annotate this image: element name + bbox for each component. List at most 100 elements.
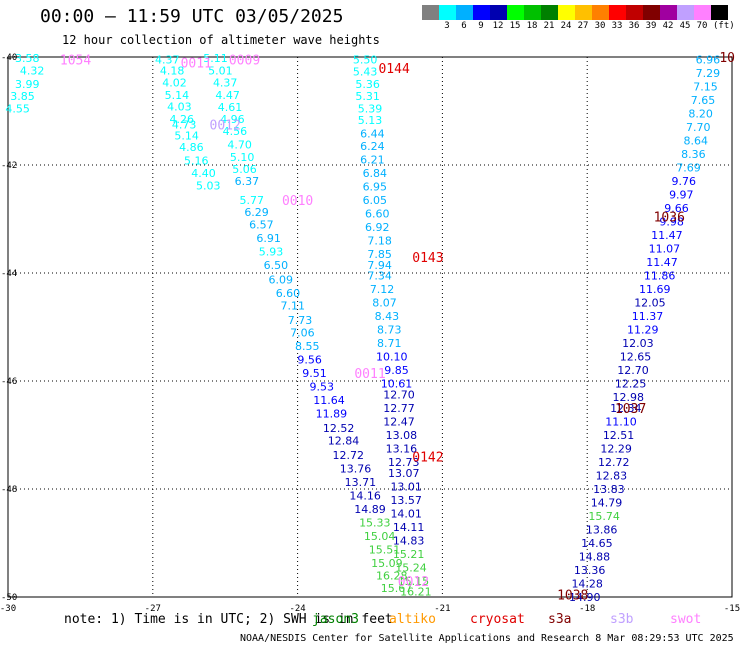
- wave-height-point: 6.96: [696, 54, 721, 67]
- wave-height-point: 5.11: [203, 52, 228, 65]
- wave-height-point: 5.31: [355, 90, 380, 103]
- wave-height-point: 4.47: [215, 89, 240, 102]
- wave-height-point: 12.72: [598, 456, 630, 469]
- wave-height-point: 7.34: [367, 270, 392, 283]
- wave-height-point: 7.70: [686, 121, 711, 134]
- wave-height-point: 9.66: [664, 202, 689, 215]
- legend-swatch: [439, 5, 456, 20]
- wave-height-point: 6.09: [268, 273, 293, 286]
- pass-time-label: 0012: [210, 119, 241, 134]
- legend-swatch: [473, 5, 490, 20]
- wave-height-point: 11.10: [605, 416, 637, 429]
- wave-height-point: 3.99: [15, 78, 40, 91]
- wave-height-point: 12.25: [615, 378, 647, 391]
- wave-height-point: 12.52: [323, 422, 355, 435]
- wave-height-point: 4.61: [218, 101, 243, 114]
- wave-height-point: 8.43: [375, 310, 400, 323]
- wave-height-point: 16.21: [400, 586, 432, 599]
- wave-height-point: 9.53: [309, 380, 334, 393]
- legend-swatch: [677, 5, 694, 20]
- legend-swatch: [609, 5, 626, 20]
- pass-time-label: 0010: [282, 194, 313, 209]
- wave-height-point: 4.55: [5, 102, 30, 115]
- x-tick-label: -30: [0, 604, 16, 614]
- pass-time-label: 1037: [615, 402, 646, 417]
- wave-height-point: 6.84: [363, 167, 388, 180]
- wave-height-point: 15.33: [359, 516, 391, 529]
- y-tick-label: -48: [1, 485, 17, 495]
- wave-height-point: 8.07: [372, 297, 397, 310]
- pass-time-label: 0011: [181, 56, 212, 71]
- legend-tick-label: 45: [679, 21, 691, 31]
- wave-height-point: 4.37: [213, 76, 238, 89]
- wave-height-point: 12.84: [328, 434, 360, 447]
- legend-tick-label: 36: [628, 21, 640, 31]
- y-tick-label: -50: [1, 593, 17, 603]
- wave-height-point: 6.50: [264, 259, 289, 272]
- satellite-label-s3b: s3b: [610, 612, 634, 627]
- legend-tick-label: 18: [526, 21, 538, 31]
- wave-height-point: 3.58: [15, 52, 40, 65]
- wave-height-point: 12.83: [596, 470, 628, 483]
- chart-title: 00:00 – 11:59 UTC 03/05/2025: [40, 6, 344, 27]
- legend-swatch: [660, 5, 677, 20]
- wave-height-point: 11.86: [644, 270, 676, 283]
- wave-height-point: 16.28: [376, 569, 408, 582]
- wave-height-point: 8.71: [377, 337, 402, 350]
- wave-height-point: 5.10: [230, 151, 255, 164]
- wave-height-point: 12.65: [620, 351, 652, 364]
- wave-height-point: 4.03: [167, 101, 192, 114]
- wave-height-point: 6.92: [365, 221, 390, 234]
- x-tick-label: -15: [724, 604, 740, 614]
- wave-height-point: 6.24: [360, 140, 385, 153]
- wave-height-point: 15.67: [381, 582, 413, 595]
- wave-height-point: 14.65: [581, 537, 613, 550]
- y-tick-label: -44: [1, 269, 17, 279]
- wave-height-point: 4.73: [172, 119, 197, 132]
- wave-height-point: 6.21: [360, 154, 385, 167]
- legend-swatch: [711, 5, 728, 20]
- wave-height-point: 5.50: [353, 54, 378, 67]
- y-tick-label: -40: [1, 53, 17, 63]
- wave-height-point: 15.51: [369, 543, 401, 556]
- wave-height-point: 13.71: [345, 476, 377, 489]
- wave-height-point: 13.83: [593, 483, 625, 496]
- x-tick-label: -24: [289, 604, 305, 614]
- wave-height-point: 5.14: [174, 129, 199, 142]
- wave-height-point: 9.97: [669, 189, 694, 202]
- wave-height-point: 12.51: [603, 429, 635, 442]
- wave-height-point: 6.91: [256, 232, 281, 245]
- legend-tick-label: 21: [543, 21, 555, 31]
- wave-height-point: 9.85: [384, 364, 409, 377]
- wave-height-point: 15.21: [393, 548, 425, 561]
- wave-height-point: 14.11: [393, 521, 425, 534]
- legend-tick-label: 24: [560, 21, 572, 31]
- wave-height-point: 8.20: [688, 108, 713, 121]
- wave-height-point: 6.57: [249, 218, 274, 231]
- satellite-label-jason3: jason3: [312, 612, 359, 627]
- footer-note: note: 1) Time is in UTC; 2) SWH is in fe…: [64, 612, 393, 627]
- y-tick-label: -42: [1, 161, 17, 171]
- wave-height-point: 11.47: [651, 229, 683, 242]
- wave-height-point: 15.15: [398, 575, 430, 588]
- pass-time-label: 0011: [354, 367, 385, 382]
- legend-swatch: [541, 5, 558, 20]
- chart-subtitle: 12 hour collection of altimeter wave hei…: [62, 33, 380, 47]
- wave-height-point: 12.05: [634, 297, 666, 310]
- wave-height-point: 5.14: [165, 89, 190, 102]
- legend-swatch: [422, 5, 439, 20]
- legend-swatch: [575, 5, 592, 20]
- wave-height-point: 12.72: [333, 449, 365, 462]
- wave-height-point: 11.29: [627, 324, 659, 337]
- wave-height-point: 3.85: [10, 90, 35, 103]
- footer-credit: NOAA/NESDIS Center for Satellite Applica…: [240, 633, 734, 644]
- wave-height-point: 14.88: [579, 551, 611, 564]
- wave-height-point: 11.07: [649, 243, 681, 256]
- x-tick-label: -21: [434, 604, 450, 614]
- wave-height-point: 4.26: [170, 113, 195, 126]
- wave-height-point: 7.69: [676, 162, 701, 175]
- wave-height-point: 12.98: [612, 391, 644, 404]
- wave-height-point: 10.10: [376, 351, 408, 364]
- wave-height-point: 13.08: [386, 429, 418, 442]
